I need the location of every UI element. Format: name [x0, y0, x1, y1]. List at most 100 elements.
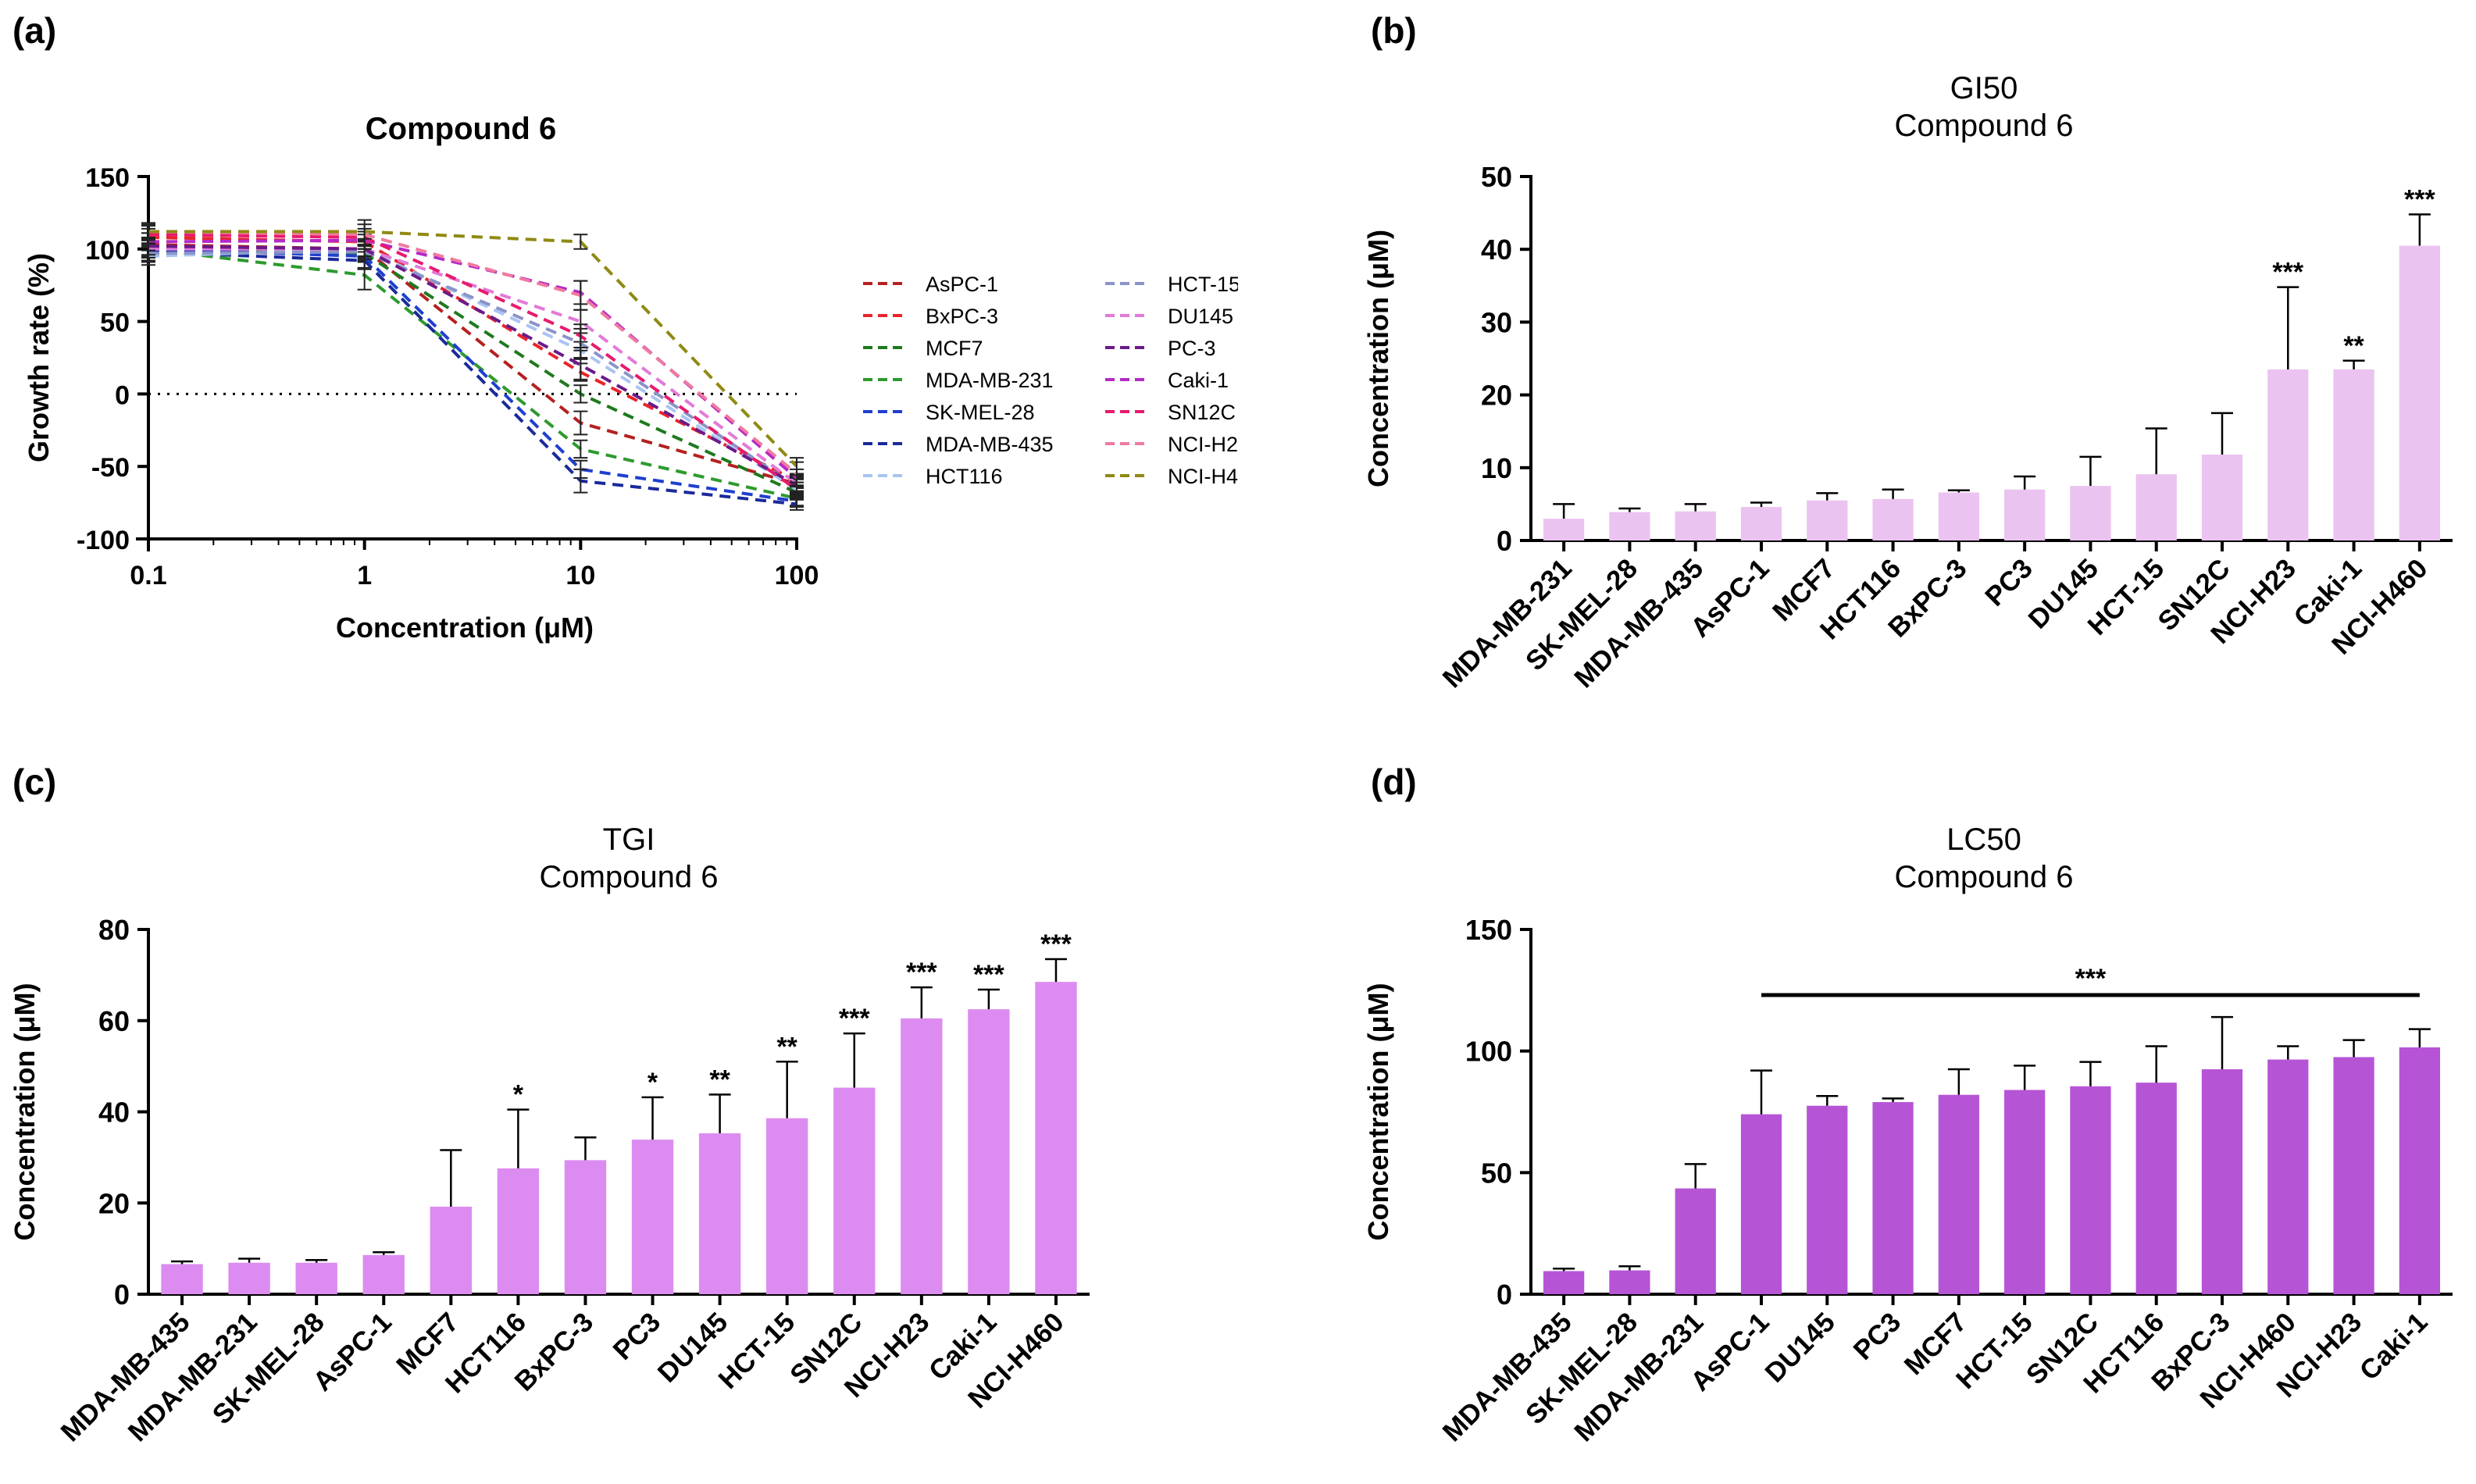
- y-tick-label: 30: [1481, 306, 1512, 338]
- bar: [565, 1160, 606, 1294]
- y-tick-label: 0: [1497, 1279, 1512, 1311]
- y-tick-label: -50: [91, 453, 130, 483]
- bar: [1807, 501, 1847, 540]
- x-tick-label: PC3: [607, 1307, 666, 1366]
- legend-label: Caki-1: [1168, 369, 1229, 392]
- legend-label: PC-3: [1168, 337, 1216, 360]
- bar: [2070, 1086, 2110, 1294]
- legend-label: MDA-MB-231: [926, 369, 1054, 392]
- chart-title: LC50: [1946, 822, 2021, 857]
- legend-label: MCF7: [926, 337, 983, 360]
- x-tick-label: DU145: [1759, 1307, 1841, 1389]
- significance-label: **: [2343, 331, 2364, 361]
- bar: [1807, 1106, 1847, 1294]
- gi50-bar-chart: GI50 Compound 6 0 10 20 30 40 50 Concentration (…: [1238, 0, 2476, 742]
- bar: [2004, 490, 2045, 540]
- bar: [1675, 1189, 1716, 1294]
- legend-label: HCT-15: [1168, 273, 1238, 296]
- bar: [1939, 492, 1979, 540]
- bar: [1939, 1095, 1979, 1294]
- legend-label: DU145: [1168, 305, 1233, 328]
- y-tick-label: -100: [77, 526, 130, 555]
- legend-label: BxPC-3: [926, 305, 998, 328]
- y-tick-label: 150: [85, 163, 130, 193]
- y-tick-label: 0: [1497, 525, 1512, 557]
- bar: [1609, 512, 1650, 540]
- bar: [1741, 507, 1782, 540]
- bar: [498, 1168, 539, 1294]
- panel-d: (d) LC50 Compound 6 0 50 100 150 Concentration…: [1238, 742, 2476, 1480]
- significance-label: **: [776, 1032, 797, 1061]
- bar: [2202, 455, 2242, 540]
- bar: [2070, 486, 2110, 540]
- bar: [2136, 474, 2177, 540]
- y-tick-label: 60: [98, 1005, 130, 1037]
- significance-label: *: [648, 1068, 658, 1097]
- bar: [833, 1088, 875, 1294]
- y-tick-label: 0: [115, 380, 130, 410]
- series-line: [148, 246, 797, 485]
- panel-d-label: (d): [1371, 761, 1417, 803]
- y-axis-label: Concentration (μM): [1362, 230, 1394, 487]
- y-tick-label: 50: [1481, 161, 1512, 193]
- x-tick-label: 1: [357, 561, 372, 590]
- x-axis-label: Concentration (μM): [336, 612, 594, 644]
- bar: [1543, 519, 1584, 540]
- bar: [1035, 982, 1076, 1294]
- bar: [1609, 1270, 1650, 1294]
- bar: [901, 1018, 942, 1294]
- bar: [2399, 1047, 2440, 1294]
- bar: [228, 1263, 269, 1294]
- significance-label: *: [513, 1080, 524, 1110]
- y-axis-label: Concentration (μM): [9, 983, 41, 1241]
- significance-label: ***: [973, 960, 1004, 990]
- chart-title: Compound 6: [366, 112, 556, 146]
- y-tick-label: 100: [85, 236, 130, 266]
- bar: [2267, 1060, 2308, 1294]
- y-tick-label: 80: [98, 914, 130, 946]
- chart-subtitle: Compound 6: [1894, 860, 2073, 894]
- bar: [1741, 1115, 1782, 1294]
- y-tick-label: 20: [1481, 380, 1512, 412]
- legend-label: NCI-H23: [1168, 433, 1238, 456]
- y-tick-label: 150: [1465, 914, 1512, 946]
- legend-label: HCT116: [926, 465, 1003, 488]
- panel-c: (c) TGI Compound 6 0 20 40 60 80 Concentration …: [0, 742, 1238, 1480]
- bar: [766, 1118, 808, 1294]
- bar: [2004, 1090, 2045, 1294]
- bar: [295, 1263, 337, 1294]
- y-tick-label: 10: [1481, 452, 1512, 484]
- series-line: [148, 249, 797, 484]
- legend-label: SK-MEL-28: [926, 401, 1035, 424]
- panel-b-label: (b): [1371, 9, 1417, 52]
- significance-label: ***: [2272, 258, 2303, 287]
- chart-title: GI50: [1950, 71, 2018, 105]
- legend-label: NCI-H460: [1168, 465, 1238, 488]
- chart-subtitle: Compound 6: [539, 860, 718, 894]
- legend-label: MDA-MB-435: [926, 433, 1054, 456]
- y-tick-label: 50: [100, 309, 130, 338]
- bar: [1872, 1102, 1913, 1294]
- y-tick-label: 100: [1465, 1036, 1512, 1068]
- x-tick-label: PC3: [1979, 553, 2039, 612]
- chart-subtitle: Compound 6: [1894, 109, 2073, 143]
- significance-label: **: [709, 1065, 730, 1094]
- panel-a: (a) Compound 6 -100 -50 0 50 100 150 0.1 1 10 100 C…: [0, 0, 1238, 742]
- bar: [1872, 499, 1913, 540]
- chart-title: TGI: [603, 822, 655, 857]
- y-tick-label: 20: [98, 1187, 130, 1219]
- bar: [2399, 246, 2440, 540]
- bar: [1543, 1271, 1584, 1294]
- significance-label: ***: [839, 1004, 870, 1033]
- y-axis-label: Concentration (μM): [1362, 983, 1394, 1241]
- significance-label: ***: [2404, 184, 2435, 214]
- legend-label: SN12C: [1168, 401, 1236, 424]
- series-line: [148, 237, 797, 481]
- x-tick-label: PC3: [1848, 1307, 1907, 1366]
- bar: [968, 1009, 1009, 1294]
- panel-c-label: (c): [12, 761, 56, 803]
- x-tick-label: Caki-1: [2354, 1307, 2434, 1386]
- bar: [2333, 369, 2374, 540]
